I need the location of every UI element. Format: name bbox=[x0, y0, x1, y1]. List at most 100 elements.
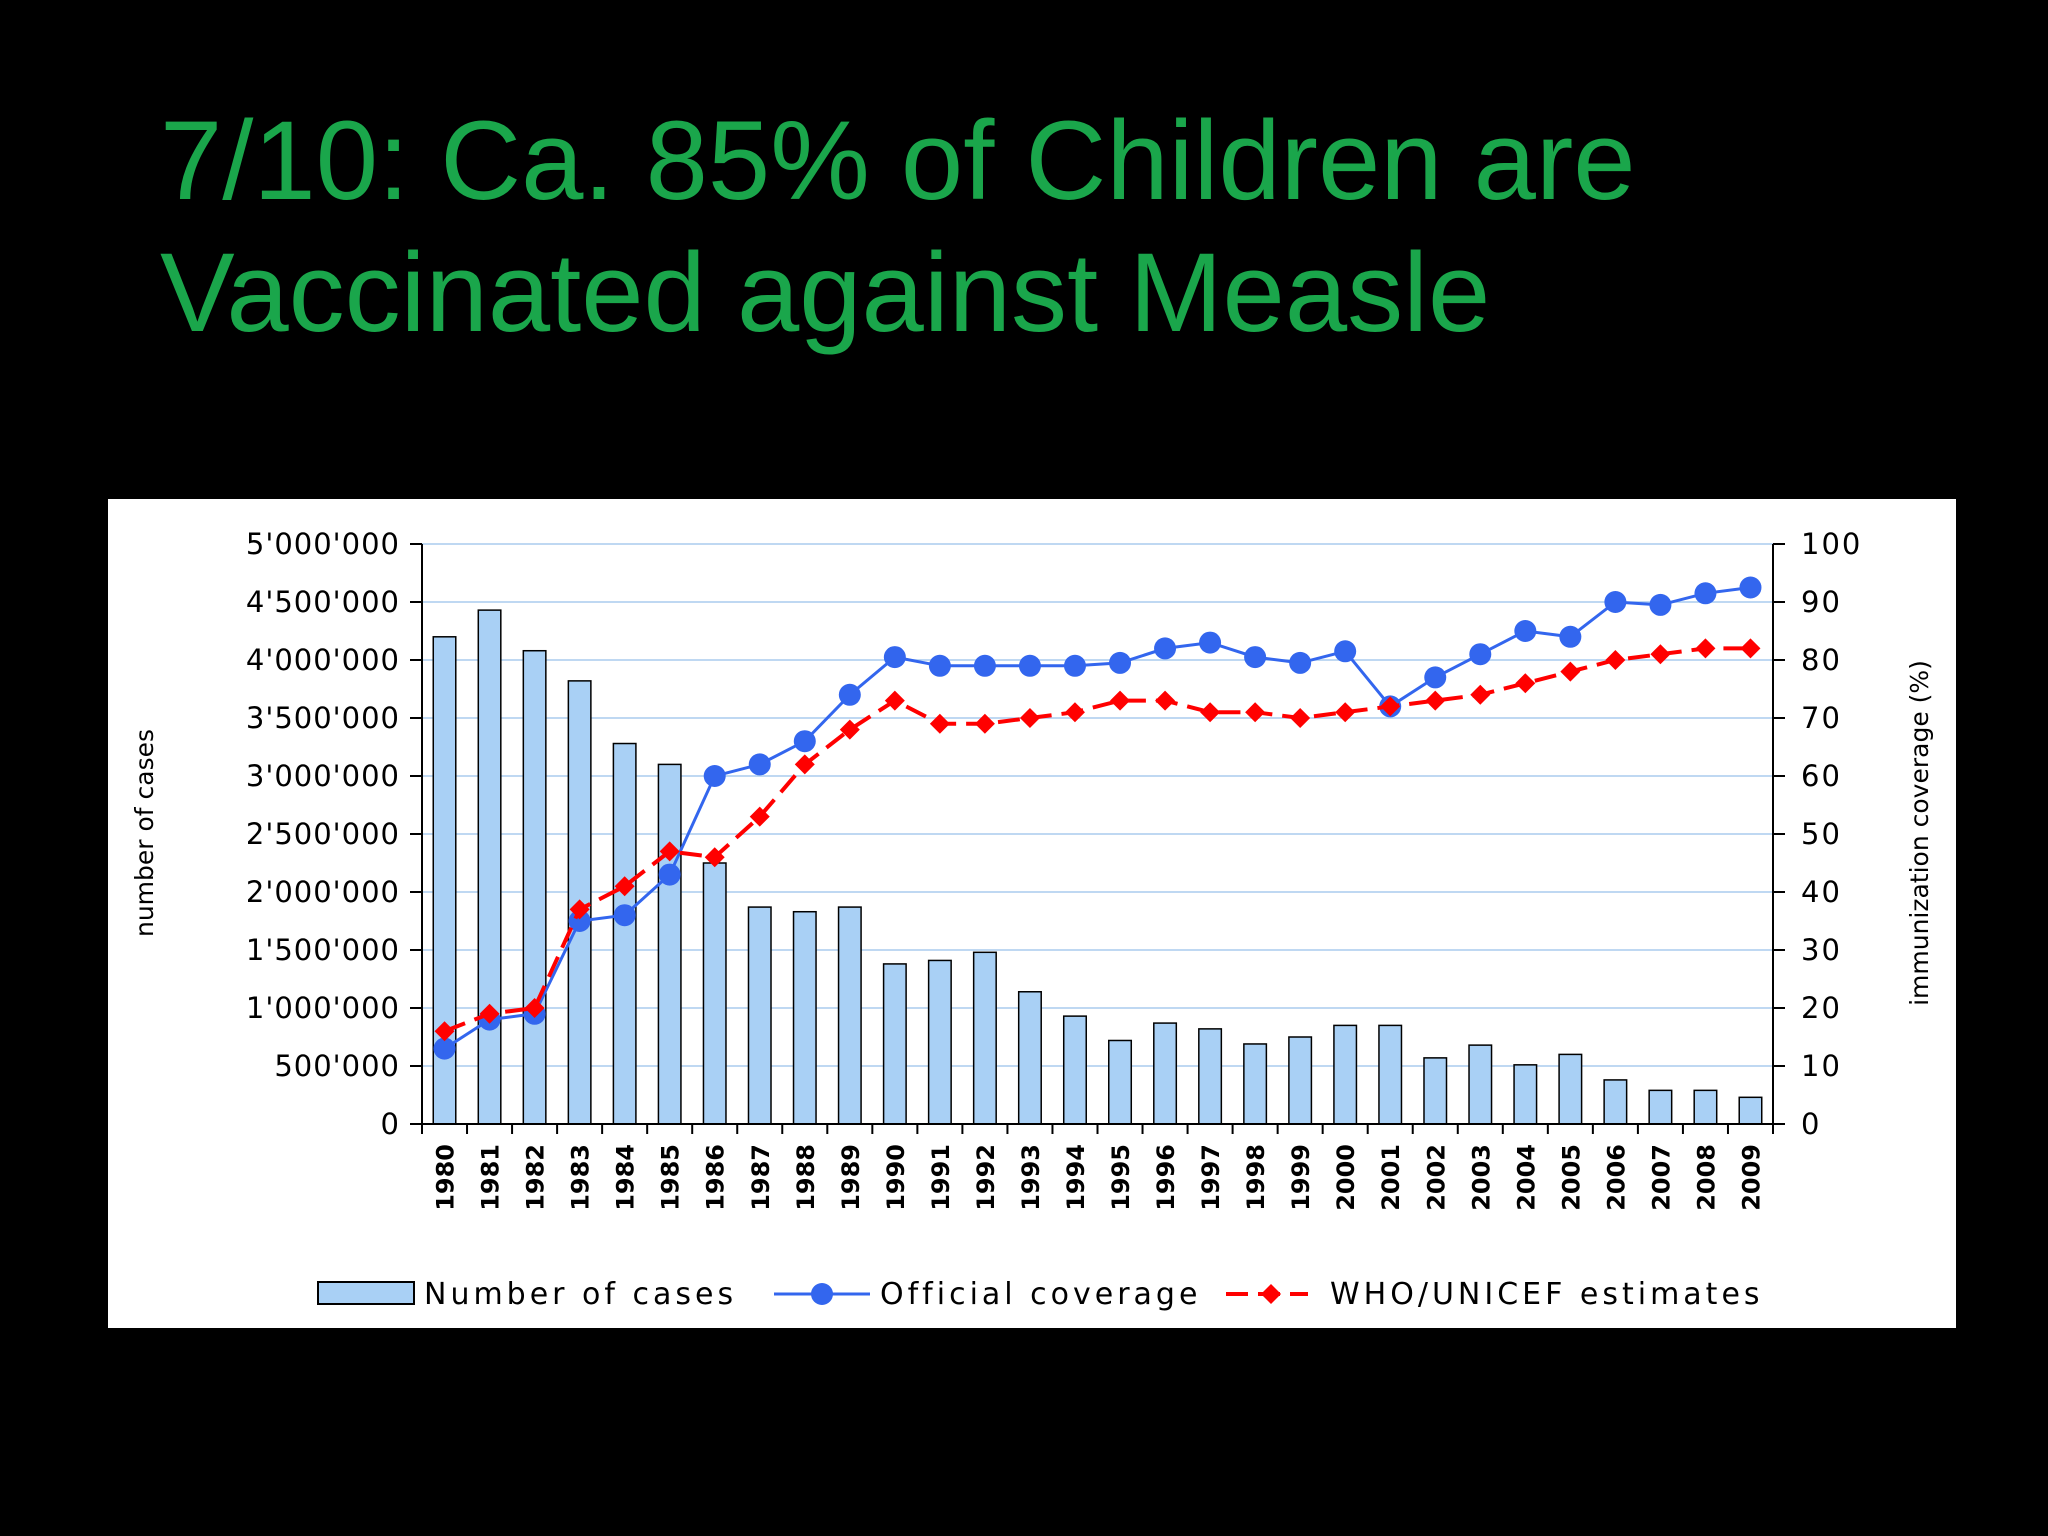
point-official-coverage bbox=[928, 654, 951, 677]
point-official-coverage bbox=[1018, 654, 1041, 677]
point-official-coverage bbox=[1199, 631, 1222, 654]
point-who-unicef bbox=[659, 841, 680, 862]
y-tick-label-left: 1'500'000 bbox=[246, 933, 400, 967]
bar-cases bbox=[1603, 1079, 1628, 1125]
case-bars bbox=[432, 609, 1763, 1125]
x-tick-label: 2000 bbox=[1332, 1144, 1360, 1211]
bar-cases bbox=[882, 963, 907, 1125]
point-who-unicef bbox=[1110, 690, 1131, 711]
point-who-unicef bbox=[1605, 650, 1626, 670]
x-tick-label: 2004 bbox=[1512, 1144, 1540, 1211]
y-axis-left-label: number of cases bbox=[130, 729, 159, 937]
point-official-coverage bbox=[793, 730, 816, 753]
measles-chart: 0 0 500'000 10 1'000'000 20 1'500'000 30 2'000'0… bbox=[130, 527, 1934, 1312]
point-who-unicef bbox=[1064, 702, 1085, 723]
point-official-coverage bbox=[1739, 576, 1762, 599]
slide-title-line-2: Vaccinated against Measle bbox=[160, 230, 1491, 355]
point-who-unicef bbox=[1470, 684, 1491, 705]
point-who-unicef bbox=[614, 876, 635, 897]
line-who-unicef bbox=[443, 646, 1751, 1034]
bar-cases bbox=[612, 742, 637, 1125]
point-official-coverage bbox=[1514, 620, 1537, 642]
x-tick-label: 1990 bbox=[882, 1144, 910, 1211]
bar-cases bbox=[972, 951, 997, 1125]
x-tick-label: 2007 bbox=[1647, 1144, 1675, 1211]
y-tick-label-right: 20 bbox=[1801, 991, 1842, 1025]
point-official-coverage bbox=[658, 863, 681, 886]
x-tick-label: 2003 bbox=[1467, 1144, 1495, 1211]
point-who-unicef bbox=[1155, 690, 1176, 711]
x-tick-label: 2008 bbox=[1692, 1144, 1720, 1211]
x-tick-label: 1991 bbox=[927, 1144, 955, 1211]
bar-cases bbox=[792, 910, 817, 1125]
bar-cases bbox=[1423, 1057, 1448, 1125]
grid-lines bbox=[422, 543, 1773, 1067]
point-who-unicef bbox=[1245, 702, 1266, 723]
point-who-unicef bbox=[1740, 638, 1761, 659]
y-tick-label-left: 3'000'000 bbox=[246, 759, 400, 793]
point-official-coverage bbox=[1604, 591, 1627, 613]
point-official-coverage bbox=[1694, 582, 1717, 605]
point-who-unicef bbox=[569, 899, 590, 920]
bar-cases bbox=[837, 906, 862, 1125]
point-who-unicef bbox=[1695, 638, 1716, 659]
point-who-unicef bbox=[929, 713, 950, 734]
y-tick-label-left: 500'000 bbox=[274, 1049, 400, 1083]
legend-label-cases: Number of cases bbox=[424, 1277, 737, 1312]
axes bbox=[410, 543, 1785, 1134]
bar-cases bbox=[1648, 1089, 1673, 1125]
y-tick-label-right: 10 bbox=[1801, 1049, 1842, 1083]
bar-cases bbox=[522, 649, 547, 1125]
x-tick-label: 2005 bbox=[1557, 1144, 1585, 1211]
bar-cases bbox=[1108, 1039, 1133, 1125]
y-axis-right-label: immunization coverage (%) bbox=[1905, 660, 1934, 1006]
x-tick-label: 1988 bbox=[792, 1144, 820, 1211]
point-official-coverage bbox=[1649, 593, 1672, 616]
legend-label-who: WHO/UNICEF estimates bbox=[1330, 1277, 1764, 1312]
point-who-unicef bbox=[1200, 702, 1221, 723]
legend-label-official: Official coverage bbox=[880, 1277, 1201, 1312]
point-official-coverage bbox=[1424, 666, 1447, 689]
point-official-coverage bbox=[568, 910, 591, 932]
y-tick-label-left: 3'500'000 bbox=[246, 701, 400, 735]
y-tick-label-right: 40 bbox=[1801, 875, 1842, 909]
x-tick-label: 2001 bbox=[1377, 1144, 1405, 1211]
point-official-coverage bbox=[973, 654, 996, 677]
bar-cases bbox=[1243, 1043, 1268, 1125]
point-official-coverage bbox=[1244, 646, 1267, 669]
legend-swatch-cases bbox=[317, 1281, 415, 1305]
legend-marker-who bbox=[1261, 1284, 1281, 1304]
bar-cases bbox=[1378, 1024, 1403, 1125]
x-tick-label: 1998 bbox=[1242, 1144, 1270, 1211]
bar-cases bbox=[1468, 1044, 1493, 1125]
point-official-coverage bbox=[1334, 640, 1357, 663]
bar-cases bbox=[657, 763, 682, 1125]
bar-cases bbox=[1738, 1096, 1763, 1125]
point-official-coverage bbox=[1154, 637, 1177, 660]
point-who-unicef bbox=[794, 754, 815, 775]
point-who-unicef bbox=[884, 690, 905, 711]
point-official-coverage bbox=[838, 683, 861, 706]
point-who-unicef bbox=[1335, 702, 1356, 723]
y-tick-label-right: 50 bbox=[1801, 817, 1842, 851]
y-tick-label-right: 90 bbox=[1801, 585, 1842, 619]
coverage-lines bbox=[433, 576, 1762, 1060]
x-tick-label: 1995 bbox=[1107, 1144, 1135, 1211]
point-official-coverage bbox=[1559, 625, 1582, 648]
y-tick-label-right: 60 bbox=[1801, 759, 1842, 793]
x-tick-label: 1994 bbox=[1062, 1144, 1090, 1211]
y-tick-label-left: 0 bbox=[381, 1107, 400, 1141]
x-tick-label: 2006 bbox=[1602, 1144, 1630, 1211]
point-who-unicef bbox=[1515, 673, 1536, 694]
x-tick-label: 1986 bbox=[702, 1144, 730, 1211]
y-tick-label-left: 1'000'000 bbox=[246, 991, 400, 1025]
y-tick-label-left: 5'000'000 bbox=[246, 527, 400, 561]
point-official-coverage bbox=[883, 646, 906, 669]
point-official-coverage bbox=[1469, 643, 1492, 666]
tick-labels: 0 0 500'000 10 1'000'000 20 1'500'000 30 2'000'0… bbox=[246, 527, 1860, 1211]
x-tick-label: 1999 bbox=[1287, 1144, 1315, 1211]
point-official-coverage bbox=[703, 765, 726, 787]
point-official-coverage bbox=[433, 1037, 456, 1060]
bar-cases bbox=[477, 609, 502, 1125]
x-tick-label: 1997 bbox=[1197, 1144, 1225, 1211]
